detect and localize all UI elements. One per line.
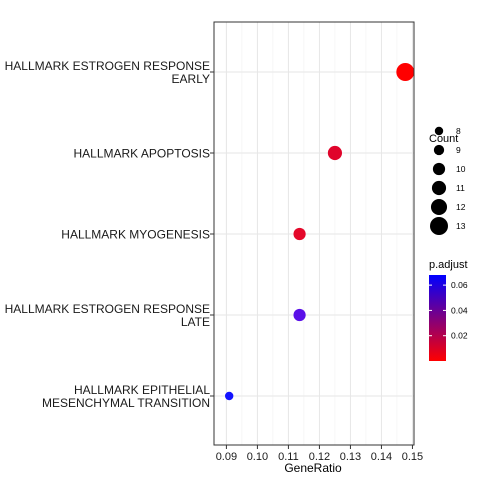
- x-tick-label: 0.12: [309, 451, 330, 463]
- x-axis: GeneRatio 0.09 0.10 0.11 0.12 0.13 0.14 0.15: [216, 445, 423, 475]
- y-category-label: EARLY: [172, 72, 210, 86]
- data-point: [224, 391, 234, 401]
- count-legend-key: [431, 180, 447, 196]
- count-legend-key: [430, 217, 448, 235]
- grid-lines: [214, 22, 414, 445]
- x-tick-label: 0.13: [340, 451, 361, 463]
- count-legend-label: 12: [456, 202, 466, 212]
- y-category-label: HALLMARK APOPTOSIS: [74, 147, 211, 161]
- x-tick-label: 0.09: [216, 451, 237, 463]
- count-legend-key: [430, 198, 448, 216]
- y-category-label: HALLMARK ESTROGEN RESPONSE: [5, 302, 210, 316]
- y-category-label: HALLMARK EPITHELIAL: [74, 383, 210, 397]
- data-point: [396, 63, 415, 81]
- p-adjust-legend-title: p.adjust: [429, 259, 468, 271]
- x-tick-label: 0.15: [402, 451, 423, 463]
- y-category-label: LATE: [181, 315, 210, 329]
- y-axis: HALLMARK ESTROGEN RESPONSEEARLYHALLMARK …: [5, 59, 214, 410]
- count-legend-key: [434, 126, 444, 136]
- y-category-label: MESENCHYMAL TRANSITION: [42, 396, 210, 410]
- data-point: [293, 227, 306, 241]
- count-legend-title: Count: [429, 133, 458, 145]
- count-legend-key: [433, 144, 445, 156]
- count-legend-label: 11: [456, 183, 465, 193]
- data-point: [293, 308, 306, 322]
- count-legend-key: [432, 162, 446, 176]
- count-legend-label: 9: [456, 145, 461, 155]
- x-tick-label: 0.10: [247, 451, 268, 463]
- p-adjust-legend-label: 0.04: [451, 305, 468, 315]
- y-category-label: HALLMARK ESTROGEN RESPONSE: [5, 59, 210, 73]
- x-tick-label: 0.14: [371, 451, 392, 463]
- count-legend-label: 8: [456, 126, 461, 136]
- y-category-label: HALLMARK MYOGENESIS: [61, 228, 210, 242]
- x-tick-label: 0.11: [278, 451, 299, 463]
- count-legend: Count 8 9 10 11 12 13: [429, 126, 466, 235]
- p-adjust-legend-label: 0.02: [451, 331, 468, 341]
- data-point: [327, 145, 343, 161]
- data-points: [224, 63, 415, 401]
- count-legend-label: 13: [456, 221, 466, 231]
- p-adjust-colorbar: [429, 275, 446, 361]
- count-legend-label: 10: [456, 164, 466, 174]
- p-adjust-legend: p.adjust 0.02 0.04 0.06: [429, 259, 468, 361]
- p-adjust-legend-label: 0.06: [451, 280, 468, 290]
- x-axis-title: GeneRatio: [284, 461, 342, 475]
